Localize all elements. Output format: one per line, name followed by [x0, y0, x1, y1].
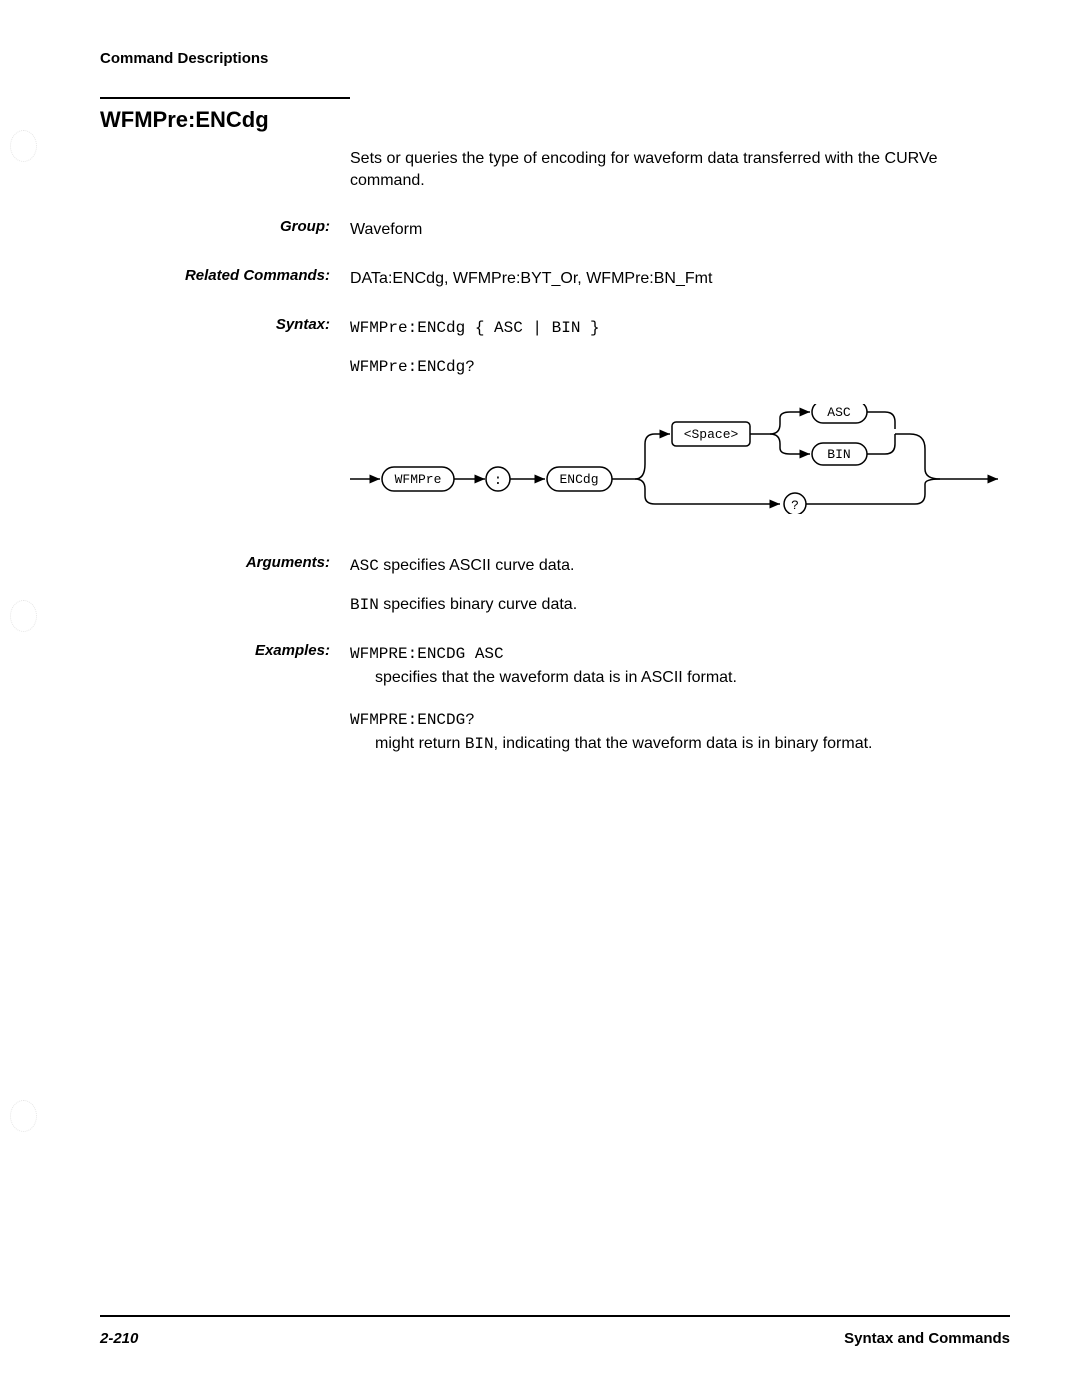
diagram-space: <Space> [684, 427, 739, 442]
page: Command Descriptions WFMPre:ENCdg Sets o… [0, 0, 1080, 1397]
arg-asc: ASC specifies ASCII curve data. [350, 554, 1010, 578]
group-value: Waveform [350, 218, 1010, 242]
diagram-wfmpre: WFMPre [395, 472, 442, 487]
group-row: Group: Waveform [100, 218, 1010, 242]
syntax-label: Syntax: [100, 316, 350, 379]
diagram-colon: : [494, 473, 502, 489]
group-label: Group: [100, 218, 350, 242]
diagram-qmark: ? [791, 498, 799, 513]
syntax-line2: WFMPre:ENCdg? [350, 355, 1010, 379]
arg-bin: BIN specifies binary curve data. [350, 593, 1010, 617]
title-rule [100, 97, 350, 99]
syntax-line1: WFMPre:ENCdg { ASC | BIN } [350, 316, 1010, 340]
related-value: DATa:ENCdg, WFMPre:BYT_Or, WFMPre:BN_Fmt [350, 267, 1010, 291]
command-title: WFMPre:ENCdg [100, 107, 1010, 133]
example-2: WFMPRE:ENCDG? might return BIN, indicati… [350, 708, 1010, 756]
example-1: WFMPRE:ENCDG ASC specifies that the wave… [350, 642, 1010, 690]
page-number: 2-210 [100, 1330, 138, 1347]
footer: 2-210 Syntax and Commands [100, 1330, 1010, 1347]
footer-section: Syntax and Commands [844, 1330, 1010, 1347]
diagram-encdg: ENCdg [559, 472, 598, 487]
related-row: Related Commands: DATa:ENCdg, WFMPre:BYT… [100, 267, 1010, 291]
arguments-label: Arguments: [100, 554, 350, 617]
related-label: Related Commands: [100, 267, 350, 291]
syntax-diagram: WFMPre : ENCdg <Space> ASC BIN [350, 404, 1010, 519]
examples-row: Examples: WFMPRE:ENCDG ASC specifies tha… [100, 642, 1010, 774]
diagram-asc: ASC [827, 405, 851, 420]
syntax-row: Syntax: WFMPre:ENCdg { ASC | BIN } WFMPr… [100, 316, 1010, 379]
diagram-bin: BIN [827, 447, 850, 462]
footer-rule [100, 1315, 1010, 1317]
section-header: Command Descriptions [100, 50, 1010, 67]
description: Sets or queries the type of encoding for… [350, 148, 1010, 193]
arguments-row: Arguments: ASC specifies ASCII curve dat… [100, 554, 1010, 617]
examples-label: Examples: [100, 642, 350, 774]
